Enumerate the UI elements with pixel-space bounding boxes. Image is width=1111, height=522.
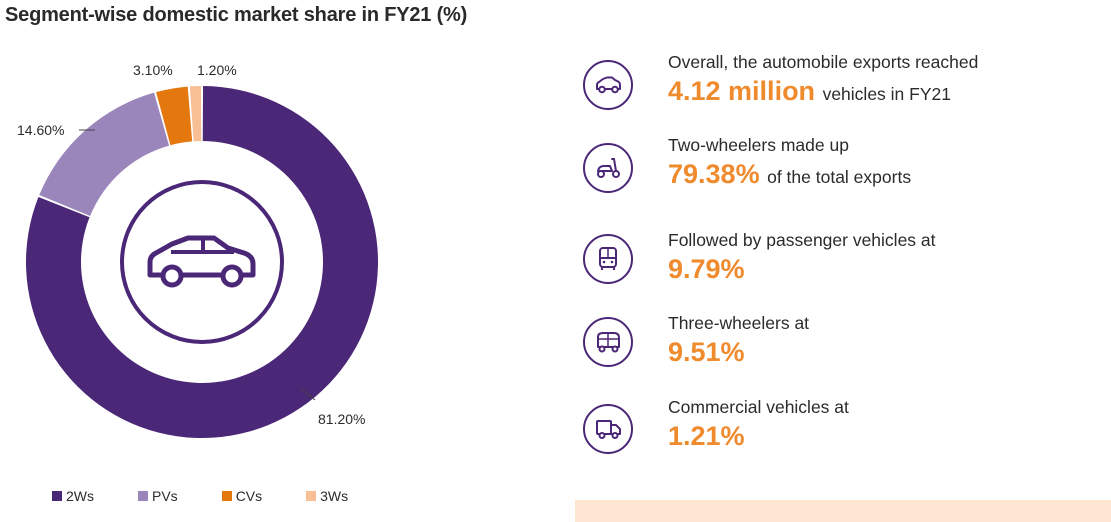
stat-value: 79.38%	[668, 159, 760, 189]
legend-swatch-cvs	[221, 491, 232, 501]
leader-line-2ws	[299, 387, 316, 401]
stat-caption: Three-wheelers at	[668, 313, 810, 333]
stat-caption: Commercial vehicles at	[668, 397, 849, 417]
data-label-cvs: 3.10%	[133, 62, 173, 78]
legend-item-2ws: 2Ws	[52, 488, 94, 504]
data-label-3ws: 1.20%	[197, 62, 237, 78]
chart-title: Segment-wise domestic market share in FY…	[5, 4, 468, 26]
data-label-pvs: 14.60%	[17, 122, 64, 138]
stat-value: 4.12 million	[668, 76, 816, 106]
donut-slice-cvs	[156, 86, 193, 146]
stats-panel: Overall, the automobile exports reached …	[583, 0, 1111, 522]
stat-item-commercial-vehicles: Commercial vehicles at 1.21%	[583, 395, 1111, 475]
legend-swatch-2ws	[52, 491, 62, 501]
stat-item-three-wheelers: Three-wheelers at 9.51%	[583, 311, 1111, 391]
stat-item-exports: Overall, the automobile exports reached …	[583, 50, 1111, 130]
highlight-panel	[575, 500, 1111, 522]
donut-slices	[25, 86, 378, 438]
legend-item-cvs: CVs	[221, 488, 263, 504]
bus-icon	[583, 234, 633, 284]
legend-label-2ws: 2Ws	[66, 488, 94, 504]
stat-suffix: vehicles in FY21	[822, 84, 951, 104]
chart-legend: 2Ws PVs CVs 3Ws	[52, 488, 392, 504]
stat-value: 9.51%	[668, 337, 745, 367]
legend-swatch-pvs	[138, 491, 148, 501]
stat-caption: Followed by passenger vehicles at	[668, 230, 936, 250]
stat-value: 9.79%	[668, 254, 745, 284]
stat-suffix: of the total exports	[767, 167, 912, 187]
legend-item-pvs: PVs	[138, 488, 178, 504]
data-label-2ws: 81.20%	[318, 411, 365, 427]
stat-value: 1.21%	[668, 421, 745, 451]
donut-chart: 81.20% 14.60% 3.10% 1.20%	[17, 62, 378, 438]
truck-icon	[583, 404, 633, 454]
auto-rickshaw-icon	[583, 317, 633, 367]
legend-item-3ws: 3Ws	[306, 488, 348, 504]
stat-item-passenger-vehicles: Followed by passenger vehicles at 9.79%	[583, 228, 1111, 308]
donut-slice-3ws	[189, 86, 202, 142]
legend-swatch-3ws	[306, 491, 317, 501]
car-icon	[120, 180, 284, 344]
car-icon	[583, 60, 633, 110]
stat-item-two-wheelers: Two-wheelers made up 79.38% of the total…	[583, 133, 1111, 213]
label-leaders	[79, 129, 316, 401]
stat-caption: Two-wheelers made up	[668, 135, 849, 155]
donut-slice-pvs	[39, 92, 170, 216]
legend-label-cvs: CVs	[235, 488, 263, 504]
donut-slice-2ws	[25, 86, 378, 438]
legend-label-pvs: PVs	[152, 488, 178, 504]
scooter-icon	[583, 143, 633, 193]
legend-label-3ws: 3Ws	[320, 488, 349, 504]
stat-caption: Overall, the automobile exports reached	[668, 52, 979, 72]
